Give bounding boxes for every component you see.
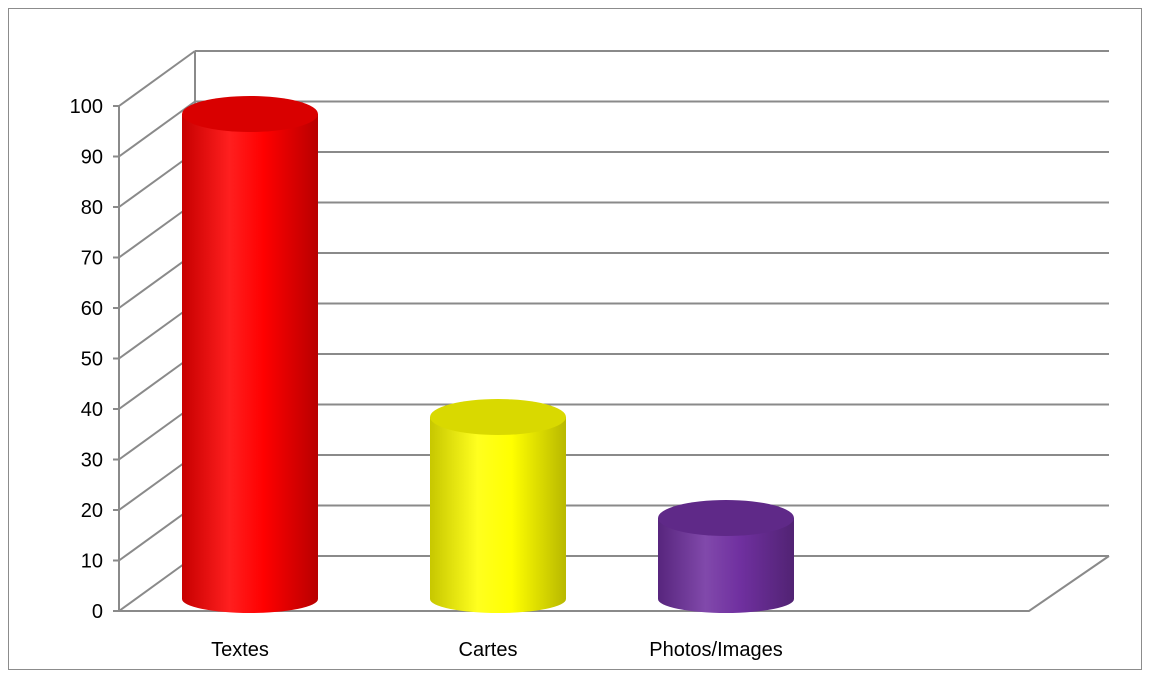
bar-chart: 0 10 20 30 40 50 60 70 80 90 100 Textes Cartes Photo… xyxy=(70,50,1110,661)
y-tick-label: 10 xyxy=(81,551,103,573)
chart-frame: 0 10 20 30 40 50 60 70 80 90 100 Textes Cartes Photo… xyxy=(8,8,1142,670)
y-tick-label: 30 xyxy=(81,450,103,472)
bar-top xyxy=(658,500,794,536)
y-tick-label: 100 xyxy=(70,96,103,118)
x-category-label: Photos/Images xyxy=(649,639,782,661)
bar-top xyxy=(182,96,318,132)
y-tick-label: 20 xyxy=(81,500,103,522)
y-tick-label: 0 xyxy=(92,601,103,623)
bar-cartes xyxy=(430,399,566,613)
gridline-side xyxy=(118,50,196,107)
y-tick-label: 40 xyxy=(81,399,103,421)
y-tick-label: 70 xyxy=(81,248,103,270)
bars xyxy=(182,96,794,613)
bar-body xyxy=(658,518,794,613)
bar-top xyxy=(430,399,566,435)
x-axis: Textes Cartes Photos/Images xyxy=(211,639,783,661)
bar-photos-images xyxy=(658,500,794,613)
bar-textes xyxy=(182,96,318,613)
x-category-label: Cartes xyxy=(459,639,518,661)
y-tick-label: 50 xyxy=(81,349,103,371)
y-axis: 0 10 20 30 40 50 60 70 80 90 100 xyxy=(70,96,119,623)
y-tick-label: 80 xyxy=(81,197,103,219)
bar-body xyxy=(430,417,566,613)
y-tick-label: 90 xyxy=(81,147,103,169)
floor-edge xyxy=(119,555,1110,612)
gridline-side xyxy=(118,100,196,158)
y-tick-label: 60 xyxy=(81,298,103,320)
x-category-label: Textes xyxy=(211,639,269,661)
bar-body xyxy=(182,114,318,613)
